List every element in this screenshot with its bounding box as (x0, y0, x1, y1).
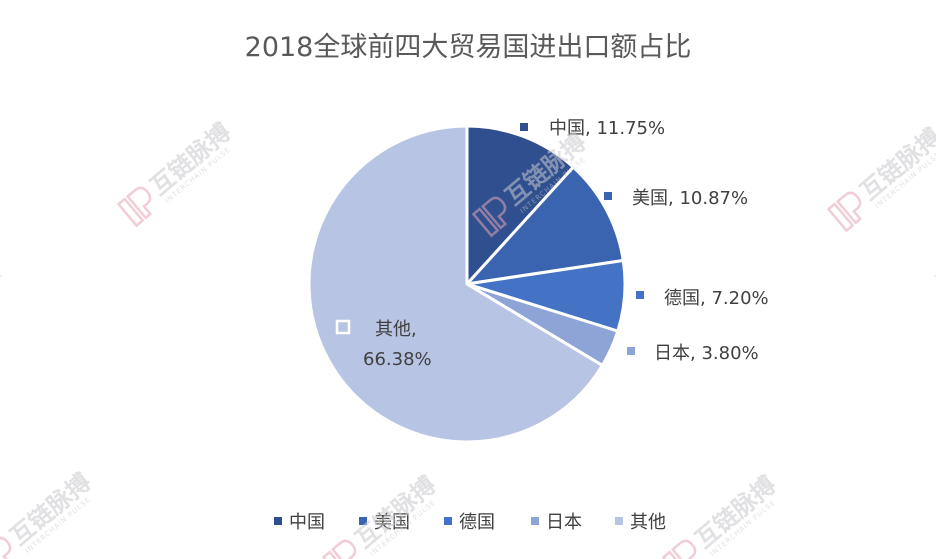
data-label-4: 日本, 3.80% (654, 343, 759, 364)
data-label-2: 美国, 10.87% (632, 188, 748, 209)
legend-label-5: 其他 (630, 512, 666, 533)
data-label-marker-4 (627, 347, 635, 355)
data-label-marker-1 (520, 123, 528, 131)
data-label-marker-3 (636, 291, 644, 299)
data-label-marker-2 (604, 192, 612, 200)
legend: 中国 美国 德国 日本 其他 (274, 512, 666, 533)
data-label-marker-5 (337, 321, 349, 333)
legend-label-1: 中国 (289, 512, 325, 533)
legend-swatch-5 (615, 517, 623, 525)
legend-label-3: 德国 (459, 512, 495, 533)
legend-label-4: 日本 (546, 512, 582, 533)
chart-title: 2018全球前四大贸易国进出口额占比 (245, 32, 692, 63)
legend-swatch-4 (531, 517, 539, 525)
pie-slices (309, 126, 625, 442)
data-label-3: 德国, 7.20% (664, 288, 769, 309)
legend-swatch-3 (444, 517, 452, 525)
legend-swatch-1 (274, 517, 282, 525)
